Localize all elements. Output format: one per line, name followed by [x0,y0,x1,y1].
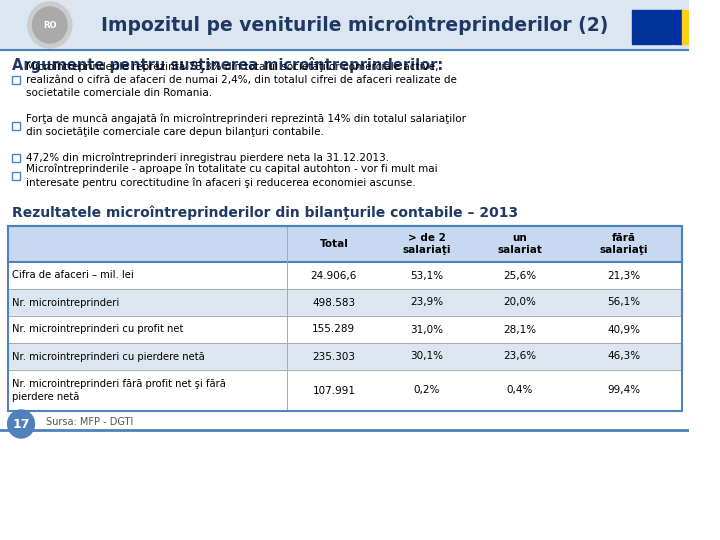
Text: Microîntreprinderile - aproape în totalitate cu capital autohton - vor fi mult m: Microîntreprinderile - aproape în totali… [26,164,438,188]
Bar [682,10,690,44]
Text: 99,4%: 99,4% [608,386,641,395]
Bar [8,289,682,316]
Bar [690,10,699,44]
Text: Argumente pentru susţinerea microîntreprinderilor:: Argumente pentru susţinerea microîntrepr… [12,57,444,73]
Bar [8,262,682,289]
Bar [8,226,682,262]
Bar [8,316,682,343]
Text: 53,1%: 53,1% [410,271,444,280]
Text: Impozitul pe veniturile microîntreprinderilor (2): Impozitul pe veniturile microîntreprinde… [101,15,608,35]
Text: 21,3%: 21,3% [608,271,641,280]
Text: Sursa: MFP - DGTI: Sursa: MFP - DGTI [46,417,133,427]
Text: un
salariat: un salariat [498,233,542,255]
Circle shape [28,2,72,48]
Bar [12,122,20,130]
Text: > de 2
salariaţi: > de 2 salariaţi [402,233,451,255]
Text: 23,9%: 23,9% [410,298,444,307]
Text: 24.906,6: 24.906,6 [310,271,357,280]
Bar [12,76,20,84]
Text: 17: 17 [12,417,30,430]
Text: Nr. microintreprinderi: Nr. microintreprinderi [12,298,120,307]
Text: 498.583: 498.583 [312,298,356,307]
Text: Cifra de afaceri – mil. lei: Cifra de afaceri – mil. lei [12,271,134,280]
Circle shape [32,7,67,43]
Text: 235.303: 235.303 [312,352,356,361]
Text: 107.991: 107.991 [312,386,356,395]
Text: Nr. microintreprinderi fără profit net şi fără
pierdere netă: Nr. microintreprinderi fără profit net ş… [12,379,226,402]
Text: fără
salariaţi: fără salariaţi [600,233,648,255]
Bar [12,172,20,180]
Text: 30,1%: 30,1% [410,352,444,361]
Text: 0,2%: 0,2% [414,386,440,395]
Text: 47,2% din microîntreprinderi inregistrau pierdere neta la 31.12.2013.: 47,2% din microîntreprinderi inregistrau… [26,152,389,163]
Text: 31,0%: 31,0% [410,325,444,334]
Text: RO: RO [43,21,57,30]
Text: 0,4%: 0,4% [507,386,533,395]
Bar [632,10,672,44]
Text: Rezultatele microîntreprinderilor din bilanţurile contabile – 2013: Rezultatele microîntreprinderilor din bi… [12,206,518,220]
Bar [8,226,682,411]
Text: Nr. microintreprinderi cu profit net: Nr. microintreprinderi cu profit net [12,325,184,334]
Text: Forţa de muncă angajată în microîntreprinderi reprezintă 14% din totalul salaria: Forţa de muncă angajată în microîntrepri… [26,113,466,137]
Text: 56,1%: 56,1% [608,298,641,307]
Circle shape [8,410,35,438]
Bar [12,153,20,161]
Text: 25,6%: 25,6% [503,271,536,280]
Bar [8,370,682,411]
Text: 155.289: 155.289 [312,325,356,334]
Bar [673,10,682,44]
Bar [0,0,689,50]
Bar [8,343,682,370]
Text: Nr. microintreprinderi cu pierdere netă: Nr. microintreprinderi cu pierdere netă [12,352,205,361]
Text: 20,0%: 20,0% [503,298,536,307]
Text: Microîntreprinderile reprezintă 78,3% din totalul societăţilor comerciale active: Microîntreprinderile reprezintă 78,3% di… [26,62,456,98]
Text: 28,1%: 28,1% [503,325,536,334]
Text: 46,3%: 46,3% [608,352,641,361]
Text: 23,6%: 23,6% [503,352,536,361]
Text: 40,9%: 40,9% [608,325,641,334]
Text: Total: Total [320,239,348,249]
